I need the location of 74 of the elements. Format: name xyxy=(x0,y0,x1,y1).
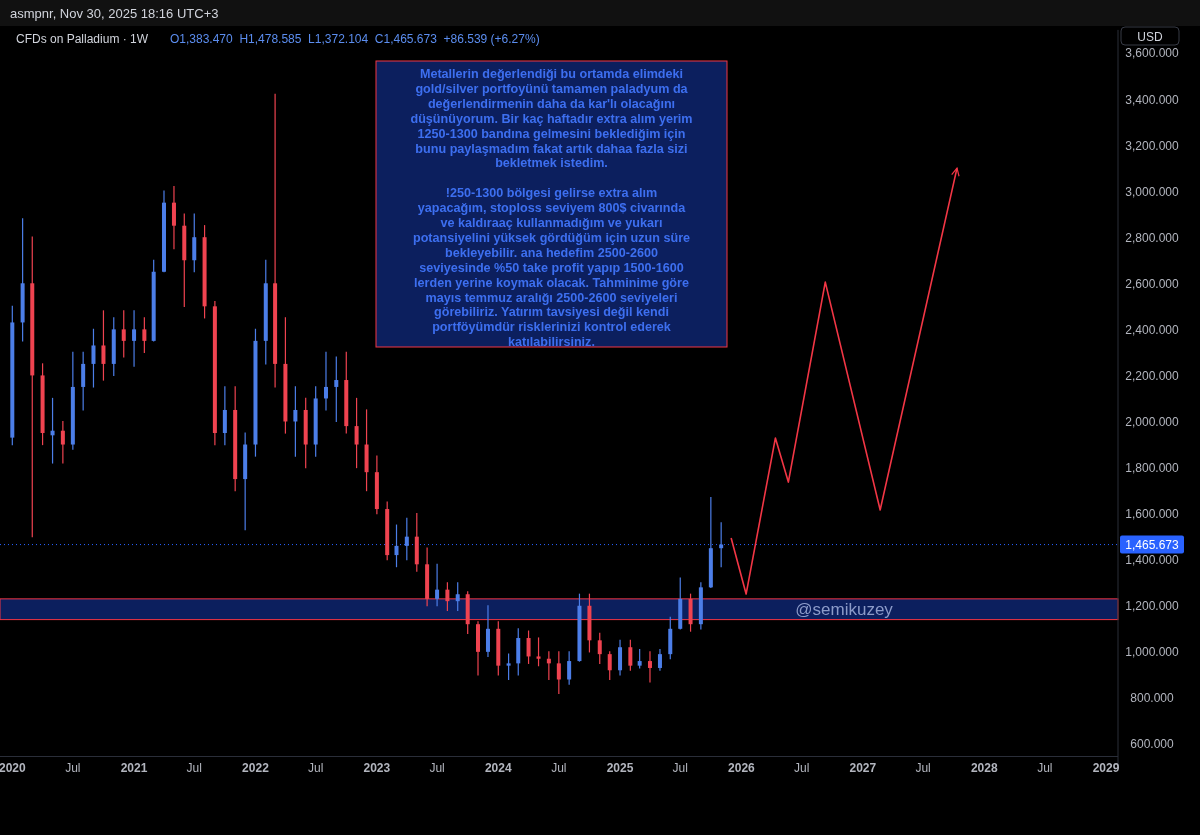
x-tick-label: 2029 xyxy=(1092,761,1120,775)
candlestick xyxy=(455,582,460,611)
band-label: @semikuzey xyxy=(795,600,894,620)
candlestick xyxy=(556,651,561,694)
x-tick-label: 2024 xyxy=(484,761,512,775)
candlestick xyxy=(81,351,86,411)
x-tick-label: Jul xyxy=(793,761,810,775)
y-tick-label: 2,600.000 xyxy=(1125,276,1180,291)
candlestick xyxy=(567,651,572,685)
annotation: O1,383.470 H1,478.585 L1,372.104 C1,465.673 +86.539 (+6.27%) xyxy=(170,32,540,46)
candlestick xyxy=(142,317,147,353)
ref-line-label: 1,465.673 xyxy=(1125,538,1180,553)
candlestick xyxy=(394,524,399,568)
x-tick-label: 2022 xyxy=(242,761,270,775)
candlestick xyxy=(637,648,642,669)
text: asmpnr, Nov 30, 2025 18:16 UTC+3 xyxy=(10,6,219,21)
candlestick xyxy=(647,651,652,683)
candlestick xyxy=(101,310,106,381)
candlestick xyxy=(404,517,409,561)
candlestick xyxy=(536,637,541,667)
x-tick-label: 2020 xyxy=(0,761,26,775)
candlestick xyxy=(334,356,339,423)
chart-title: CFDs on Palladium · 1W xyxy=(16,32,149,46)
candlestick xyxy=(657,648,662,671)
y-tick-label: 800.000 xyxy=(1130,691,1175,706)
candlestick xyxy=(60,420,65,464)
y-tick-label: 3,200.000 xyxy=(1125,138,1180,153)
x-tick-label: 2028 xyxy=(970,761,998,775)
y-tick-label: 1,200.000 xyxy=(1125,599,1180,614)
y-tick-label: 3,600.000 xyxy=(1125,46,1180,61)
y-tick-label: 2,200.000 xyxy=(1125,368,1180,383)
y-tick-label: 1,000.000 xyxy=(1125,645,1180,660)
candlestick xyxy=(526,630,531,664)
x-tick-label: 2023 xyxy=(363,761,391,775)
x-tick-label: 2027 xyxy=(849,761,877,775)
candlestick xyxy=(354,397,359,469)
candlestick xyxy=(506,653,511,681)
candlestick xyxy=(445,582,450,611)
x-tick-label: Jul xyxy=(1037,761,1053,775)
x-tick-label: Jul xyxy=(429,761,445,775)
y-tick-label: 1,800.000 xyxy=(1125,461,1180,476)
y-tick-label: 1,400.000 xyxy=(1125,553,1180,568)
text: USD xyxy=(1137,29,1163,44)
candlestick xyxy=(222,386,227,446)
x-tick-label: Jul xyxy=(65,761,81,775)
candlestick xyxy=(132,310,137,367)
candlestick xyxy=(597,632,602,664)
x-tick-label: Jul xyxy=(915,761,931,775)
candlestick xyxy=(121,310,126,358)
y-tick-label: 600.000 xyxy=(1130,737,1175,752)
y-tick-label: 3,000.000 xyxy=(1125,184,1180,199)
candlestick xyxy=(607,651,612,681)
x-tick-label: 2021 xyxy=(120,761,148,775)
candlestick xyxy=(628,639,633,671)
x-tick-label: Jul xyxy=(551,761,567,775)
y-tick-label: 2,000.000 xyxy=(1125,414,1180,429)
x-tick-label: Jul xyxy=(186,761,202,775)
candlestick xyxy=(171,185,176,250)
y-tick-label: 3,400.000 xyxy=(1125,92,1180,107)
candlestick xyxy=(293,386,298,457)
y-tick-label: 1,600.000 xyxy=(1125,507,1180,522)
candlestick xyxy=(323,351,328,411)
candlestick xyxy=(192,213,197,273)
note-box: Metallerin değerlendiği bu ortamda elimdeki gold/silver portfoyünü tamamen paladyum da değerlendirmenin daha da kar'lı olacağını düşünüyorum. Bir kaç haftadır extra alım yerim 1250-1300 bandına gelmesini beklediğim için bunu paylaşmadım fakat artık dahaa fazla sizi bekletmek istedim. !250-1300 bölgesi gelirse extra alım yapacağım, stoploss seviyem 800$ civarında ve kaldıraaç kullanmadığım ve yukarı potansiyelini yüksek gördüğüm için uzun süre bekleyebilir. ana hedefim 2500-2600 seviyesinde %50 take profit yapıp 1500-1600 lerden yerine koymak olacak. Tahminime göre mayıs temmuz aralığı 2500-2600 seviyeleri görebiliriz. Yatırım tavsiyesi değil kendi portföyümdür risklerinizi kontrol ederek katılabilirsiniz. xyxy=(375,60,728,350)
x-tick-label: Jul xyxy=(308,761,324,775)
candlestick xyxy=(485,605,490,658)
x-tick-label: 2026 xyxy=(728,761,756,775)
candlestick xyxy=(618,639,623,676)
candlestick xyxy=(435,563,440,607)
y-tick-label: 2,400.000 xyxy=(1125,322,1180,337)
x-tick-label: Jul xyxy=(672,761,688,775)
candlestick xyxy=(91,328,96,388)
y-tick-label: 2,800.000 xyxy=(1125,230,1180,245)
x-tick-label: 2025 xyxy=(606,761,634,775)
